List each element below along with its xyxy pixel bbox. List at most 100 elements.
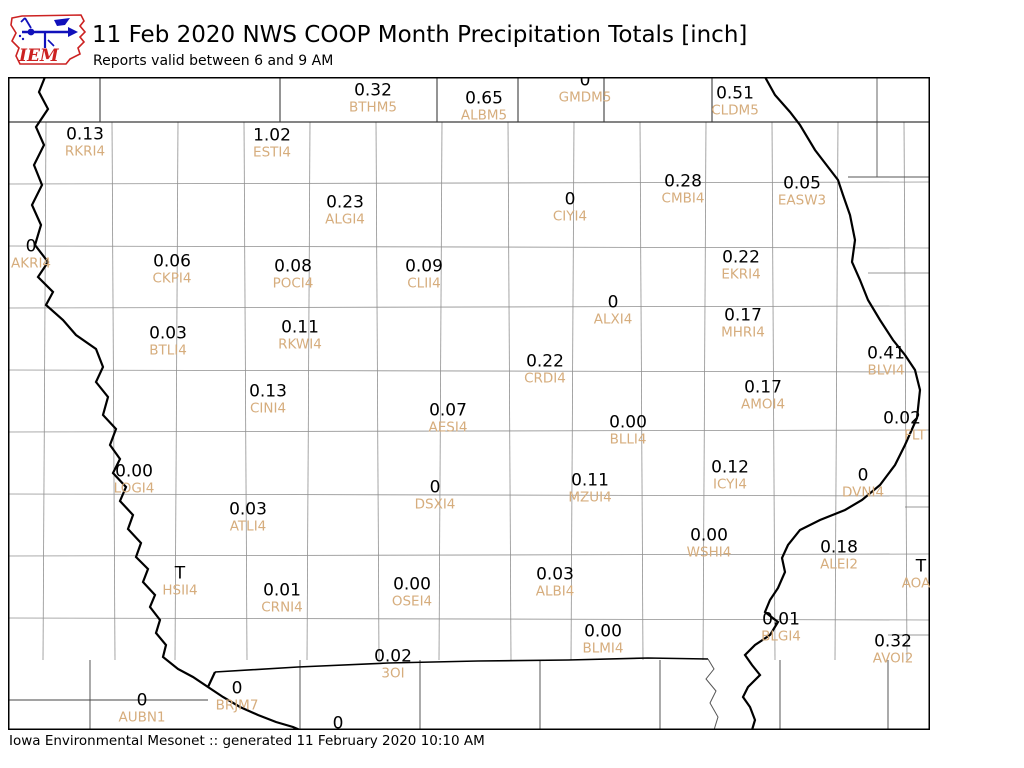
station-id: RKWI4: [278, 336, 322, 353]
station-value: 0.00: [115, 461, 153, 482]
station-value: 0.03: [149, 323, 187, 344]
station-id: CIYI4: [552, 208, 588, 225]
station-value: 1.02: [253, 125, 291, 146]
station-value: 0.51: [716, 83, 754, 104]
station-id: BLGI4: [761, 628, 801, 645]
station-id: AUBN1: [118, 709, 166, 726]
station-value: 0.00: [690, 525, 728, 546]
station-value: 0.32: [354, 80, 392, 101]
station-id: DSXI4: [414, 496, 456, 513]
station-id: BLMI4: [582, 640, 624, 657]
station-id: BTHM5: [349, 99, 397, 116]
station-value: 0.07: [429, 400, 467, 421]
station-value: 0.22: [526, 351, 564, 372]
station-value: 0: [25, 236, 37, 257]
station-id: BLLI4: [609, 431, 647, 448]
station-value: 0.00: [584, 621, 622, 642]
station-id: ALXI4: [593, 311, 633, 328]
station-value: 0.00: [609, 412, 647, 433]
station-id: AMOI4: [740, 396, 786, 413]
page-title: 11 Feb 2020 NWS COOP Month Precipitation…: [92, 22, 748, 48]
station-id: AKRI4: [10, 255, 52, 272]
station-id: BTLI4: [149, 342, 187, 359]
station-id: EKRI4: [721, 266, 761, 283]
station-id: BRJM7: [215, 697, 259, 714]
station-value: T: [174, 563, 186, 584]
station-id: RKRI4: [64, 143, 106, 160]
station-id: ATLI4: [229, 518, 267, 535]
station-id: CKPI4: [152, 270, 192, 287]
station-value: 0: [607, 292, 619, 313]
station-value: 0.17: [744, 377, 782, 398]
page-subtitle: Reports valid between 6 and 9 AM: [93, 53, 334, 69]
station-id: MZUI4: [568, 489, 612, 506]
station-value: 0: [564, 189, 576, 210]
station-id: CMBI4: [661, 190, 705, 207]
west-river: [30, 77, 301, 730]
station-id: ICYI4: [713, 476, 747, 493]
station-value: 0.22: [722, 247, 760, 268]
footer-credit: Iowa Environmental Mesonet :: generated …: [9, 733, 485, 749]
station-id: LOGI4: [113, 480, 155, 497]
header: IEM 11 Feb 2020 NWS COOP Month Precipita…: [0, 0, 1024, 77]
station-value: 0.02: [374, 646, 412, 667]
station-value: 0: [579, 77, 591, 91]
station-id: CLDM5: [711, 102, 759, 119]
station-id: AESI4: [428, 419, 468, 436]
station-value: 0.03: [229, 499, 267, 520]
station-id: BLVI4: [867, 362, 905, 379]
east-river: [741, 77, 922, 730]
station-value: 0.23: [326, 192, 364, 213]
iowa-outline-icon: [10, 14, 87, 65]
station-value: 0.11: [281, 317, 319, 338]
iem-logo: IEM: [10, 14, 87, 66]
station-value: 0: [332, 713, 344, 730]
station-value: 0.08: [274, 256, 312, 277]
station-id: ALBI4: [535, 583, 575, 600]
weather-vane-icon: [18, 17, 78, 48]
station-id: CINI4: [249, 400, 287, 417]
station-value: 0.05: [783, 173, 821, 194]
station-id: POCI4: [272, 275, 314, 292]
station-value: 0.09: [405, 256, 443, 277]
station-value: 0.13: [249, 381, 287, 402]
station-id: ALEI2: [820, 556, 858, 573]
station-id: FLT: [904, 427, 926, 444]
station-value: 0.17: [724, 305, 762, 326]
station-id: AOA: [901, 575, 930, 592]
station-value: 0: [429, 477, 441, 498]
station-value: 0.41: [867, 343, 905, 364]
station-value: 0.28: [664, 171, 702, 192]
station-id: AVOI2: [872, 650, 914, 667]
county-grid: [8, 77, 930, 730]
station-id: CRDI4: [524, 370, 566, 387]
station-id: 3OI: [381, 665, 405, 682]
station-id: GMDM5: [558, 89, 612, 106]
station-value: 0.01: [762, 609, 800, 630]
station-value: 0: [136, 690, 148, 711]
station-id: ESTI4: [253, 144, 291, 161]
station-value: T: [915, 556, 927, 577]
station-value: 0.06: [153, 251, 191, 272]
station-id: DVNI4: [841, 484, 885, 501]
missouri-border-line: [214, 657, 709, 673]
station-value: 0.13: [66, 124, 104, 145]
station-id: WSHI4: [686, 544, 732, 561]
station-id: EASW3: [777, 192, 827, 209]
station-value: 0.65: [465, 88, 503, 109]
station-value: 0.03: [536, 564, 574, 585]
station-value: 0.12: [711, 457, 749, 478]
station-value: 0.00: [393, 574, 431, 595]
des-moines-river: [705, 658, 719, 730]
station-value: 0.18: [820, 537, 858, 558]
station-value: 0: [857, 465, 869, 486]
station-value: 0.11: [571, 470, 609, 491]
station-id: HSII4: [162, 582, 198, 599]
station-id: OSEI4: [391, 593, 433, 610]
station-id: CLII4: [407, 275, 441, 292]
iem-logo-text: IEM: [18, 46, 60, 66]
station-value: 0.02: [883, 408, 921, 429]
station-value: 0.01: [263, 580, 301, 601]
station-value: 0.32: [874, 631, 912, 652]
iowa-precip-map: 0.32 BTHM5 0.65 ALBM5 0 GMDM5 0.51 CLDM5 0.13 RKR…: [8, 77, 930, 730]
